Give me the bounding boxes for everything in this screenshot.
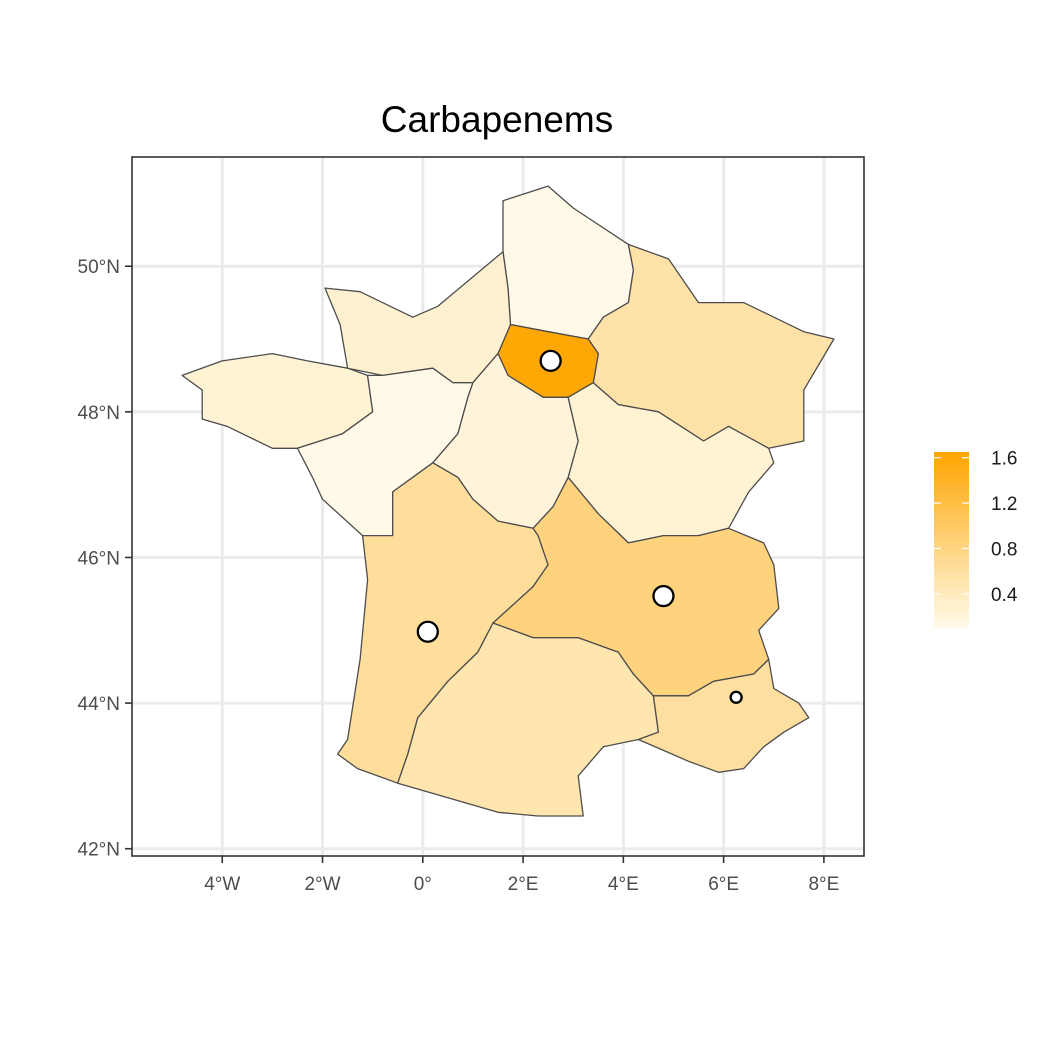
region-normandie [324,251,512,384]
region-auvergne-rhone-alpes [492,476,780,697]
x-tick-label-0: 4°W [204,874,240,895]
x-tick-label-3: 2°E [508,874,539,895]
y-tick-label-2: 46°N [78,548,120,569]
x-tick-label-5: 6°E [708,874,739,895]
panel-border [131,156,865,857]
color-legend: 1.6 1.2 0.8 0.4 [934,449,1018,628]
legend-colorbar [934,452,969,628]
city-markers [416,349,743,704]
y-tick-label-1: 44°N [78,694,120,715]
legend-label-2: 0.8 [991,540,1017,561]
x-tick-label-2: 0° [414,874,432,895]
axes: 4°W 2°W 0° 2°E 4°E 6°E 8°E 42°N 44°N 46°N 48°N 50°N [78,257,840,895]
legend-label-3: 0.4 [991,585,1018,606]
x-tick-label-6: 8°E [808,874,839,895]
y-tick-label-4: 50°N [78,257,120,278]
point-paris [539,349,562,373]
y-tick-label-3: 48°N [78,403,120,424]
legend-label-1: 1.2 [991,494,1017,515]
point-lyon [652,584,675,608]
x-tick-label-1: 2°W [304,874,340,895]
chart-title: Carbapenems [381,99,613,140]
legend-label-0: 1.6 [991,449,1017,470]
region-provence-alpes-cote-dazur [637,658,810,773]
point-bordeaux [416,620,439,643]
region-polygons [181,185,835,817]
point-marseille [729,690,743,704]
y-tick-label-0: 42°N [78,840,120,861]
x-tick-label-4: 4°E [608,874,639,895]
